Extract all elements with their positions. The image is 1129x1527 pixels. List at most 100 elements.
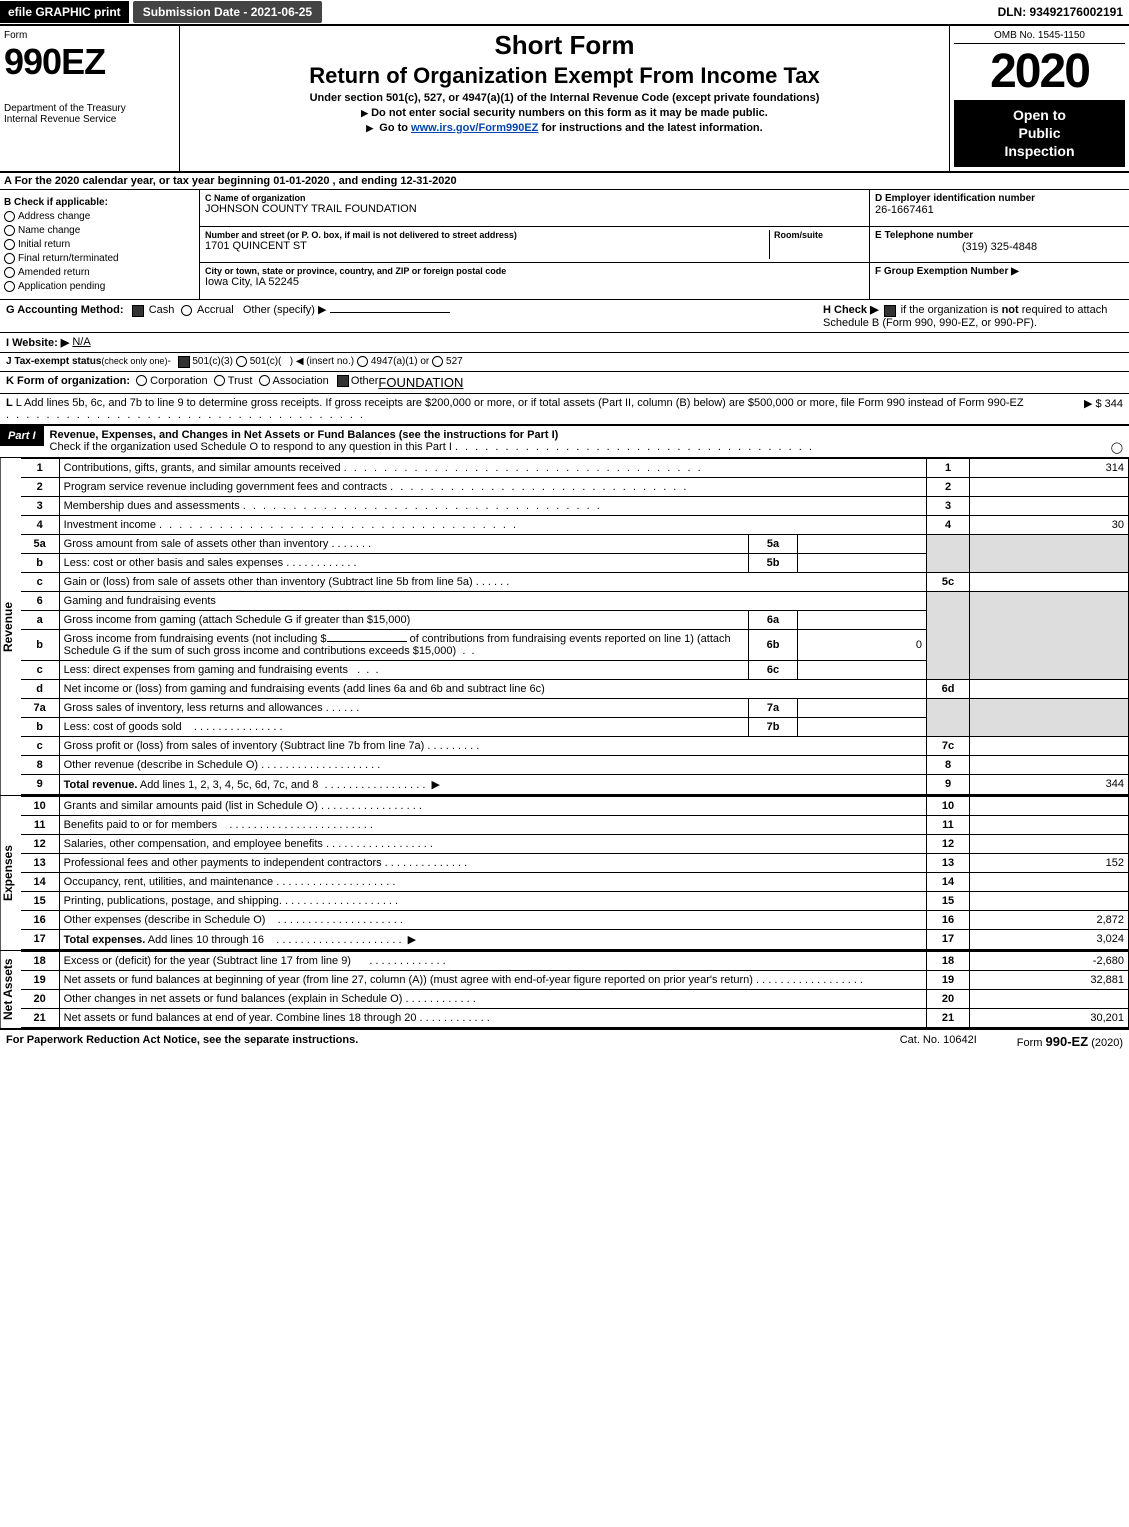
dept-irs: Internal Revenue Service — [4, 114, 175, 125]
cash-label: Cash — [149, 304, 175, 316]
instructions-link[interactable]: www.irs.gov/Form990EZ — [411, 122, 538, 134]
row-k-form-org: K Form of organization: Corporation Trus… — [0, 372, 1129, 394]
check-address-change[interactable]: Address change — [4, 211, 195, 222]
omb-number: OMB No. 1545-1150 — [954, 30, 1125, 44]
line-17: 17Total expenses. Add lines 10 through 1… — [21, 929, 1129, 949]
j-501c3-checkbox[interactable] — [178, 356, 190, 368]
paperwork-notice: For Paperwork Reduction Act Notice, see … — [6, 1034, 358, 1049]
line-4: 4Investment income 430 — [21, 515, 1129, 534]
city-label: City or town, state or province, country… — [205, 266, 864, 276]
line-13: 13Professional fees and other payments t… — [21, 853, 1129, 872]
line-18: 18Excess or (deficit) for the year (Subt… — [21, 951, 1129, 970]
accounting-method: G Accounting Method: Cash Accrual Other … — [6, 303, 450, 328]
check-initial-return[interactable]: Initial return — [4, 239, 195, 250]
h-checkbox[interactable] — [884, 305, 896, 317]
check-application-pending[interactable]: Application pending — [4, 281, 195, 292]
room-label: Room/suite — [774, 230, 864, 240]
revenue-table: 1Contributions, gifts, grants, and simil… — [21, 458, 1129, 795]
i-label: I Website: ▶ — [6, 336, 69, 349]
line-20: 20Other changes in net assets or fund ba… — [21, 989, 1129, 1008]
cat-no: Cat. No. 10642I — [900, 1034, 977, 1049]
k-other-value: FOUNDATION — [378, 375, 463, 390]
k-corp[interactable] — [136, 375, 147, 386]
k-trust[interactable] — [214, 375, 225, 386]
top-bar: efile GRAPHIC print Submission Date - 20… — [0, 0, 1129, 26]
tax-year: 2020 — [954, 48, 1125, 96]
k-assoc[interactable] — [259, 375, 270, 386]
j-501c-checkbox[interactable] — [236, 356, 247, 367]
line-15: 15Printing, publications, postage, and s… — [21, 891, 1129, 910]
form-label: Form — [4, 30, 175, 41]
group-exemption-label: F Group Exemption Number ▶ — [875, 266, 1124, 277]
col-b-title: B Check if applicable: — [4, 197, 195, 208]
line-2: 2Program service revenue including gover… — [21, 477, 1129, 496]
open3: Inspection — [1004, 143, 1074, 159]
return-title: Return of Organization Exempt From Incom… — [186, 63, 943, 89]
efile-print[interactable]: efile GRAPHIC print — [0, 1, 129, 23]
check-amended-return[interactable]: Amended return — [4, 267, 195, 278]
submission-date: Submission Date - 2021-06-25 — [133, 1, 322, 23]
line-6b: bGross income from fundraising events (n… — [21, 629, 1129, 660]
l-amount: ▶ $ 344 — [1043, 397, 1123, 421]
l-text: L Add lines 5b, 6c, and 7b to line 9 to … — [16, 397, 1024, 409]
k-other[interactable] — [337, 375, 349, 387]
g-label: G Accounting Method: — [6, 304, 124, 316]
line-5b: bLess: cost or other basis and sales exp… — [21, 553, 1129, 572]
line-10: 10Grants and similar amounts paid (list … — [21, 796, 1129, 815]
line-5c: cGain or (loss) from sale of assets othe… — [21, 572, 1129, 591]
tel-row: E Telephone number (319) 325-4848 — [870, 227, 1129, 264]
h-not: not — [1002, 304, 1019, 316]
org-name-label: C Name of organization — [205, 193, 864, 203]
line-12: 12Salaries, other compensation, and empl… — [21, 834, 1129, 853]
part1-check-sym[interactable]: ◯ — [1111, 441, 1123, 454]
form-ref: Form 990-EZ (2020) — [1017, 1034, 1123, 1049]
go-to-post: for instructions and the latest informat… — [538, 122, 762, 134]
line-5a: 5aGross amount from sale of assets other… — [21, 534, 1129, 553]
col-d-ids: D Employer identification number 26-1667… — [869, 190, 1129, 300]
line-1: 1Contributions, gifts, grants, and simil… — [21, 458, 1129, 477]
col-c-name-address: C Name of organization JOHNSON COUNTY TR… — [200, 190, 869, 300]
org-name: JOHNSON COUNTY TRAIL FOUNDATION — [205, 203, 864, 215]
j-527-checkbox[interactable] — [432, 356, 443, 367]
line-3: 3Membership dues and assessments 3 — [21, 496, 1129, 515]
org-city-row: City or town, state or province, country… — [200, 263, 869, 299]
ein-label: D Employer identification number — [875, 193, 1124, 204]
other-specify-input[interactable] — [330, 312, 450, 313]
k-label: K Form of organization: — [6, 375, 130, 390]
check-name-change[interactable]: Name change — [4, 225, 195, 236]
ein-row: D Employer identification number 26-1667… — [870, 190, 1129, 227]
line-7c: cGross profit or (loss) from sales of in… — [21, 736, 1129, 755]
accrual-checkbox[interactable] — [181, 305, 192, 316]
expenses-table: 10Grants and similar amounts paid (list … — [21, 796, 1129, 950]
netassets-table: 18Excess or (deficit) for the year (Subt… — [21, 951, 1129, 1028]
dln: DLN: 93492176002191 — [998, 5, 1129, 19]
org-city: Iowa City, IA 52245 — [205, 276, 864, 288]
tel-label: E Telephone number — [875, 230, 1124, 241]
ssn-warning: Do not enter social security numbers on … — [186, 107, 943, 119]
form-header: Form 990EZ Department of the Treasury In… — [0, 26, 1129, 173]
org-name-row: C Name of organization JOHNSON COUNTY TR… — [200, 190, 869, 227]
part1-label: Part I — [0, 426, 44, 446]
part1-title: Revenue, Expenses, and Changes in Net As… — [50, 429, 559, 441]
other-label: Other (specify) ▶ — [243, 304, 327, 316]
group-exemption-row: F Group Exemption Number ▶ — [870, 263, 1129, 299]
open1: Open to — [1013, 107, 1066, 123]
j-4947-checkbox[interactable] — [357, 356, 368, 367]
addr-label: Number and street (or P. O. box, if mail… — [205, 230, 769, 240]
line-7b: bLess: cost of goods sold . . . . . . . … — [21, 717, 1129, 736]
line-11: 11Benefits paid to or for members . . . … — [21, 815, 1129, 834]
part1-header-row: Part I Revenue, Expenses, and Changes in… — [0, 426, 1129, 458]
header-left: Form 990EZ Department of the Treasury In… — [0, 26, 180, 171]
line-19: 19Net assets or fund balances at beginni… — [21, 970, 1129, 989]
revenue-section: Revenue 1Contributions, gifts, grants, a… — [0, 458, 1129, 796]
instructions-link-row: Go to www.irs.gov/Form990EZ for instruct… — [186, 122, 943, 134]
org-address: 1701 QUINCENT ST — [205, 240, 769, 252]
part1-check-line: Check if the organization used Schedule … — [50, 441, 452, 453]
expenses-section: Expenses 10Grants and similar amounts pa… — [0, 796, 1129, 951]
org-address-row: Number and street (or P. O. box, if mail… — [200, 227, 869, 264]
line-6c: cLess: direct expenses from gaming and f… — [21, 660, 1129, 679]
check-final-return[interactable]: Final return/terminated — [4, 253, 195, 264]
line-14: 14Occupancy, rent, utilities, and mainte… — [21, 872, 1129, 891]
open-to-public: Open to Public Inspection — [954, 100, 1125, 167]
cash-checkbox[interactable] — [132, 305, 144, 317]
